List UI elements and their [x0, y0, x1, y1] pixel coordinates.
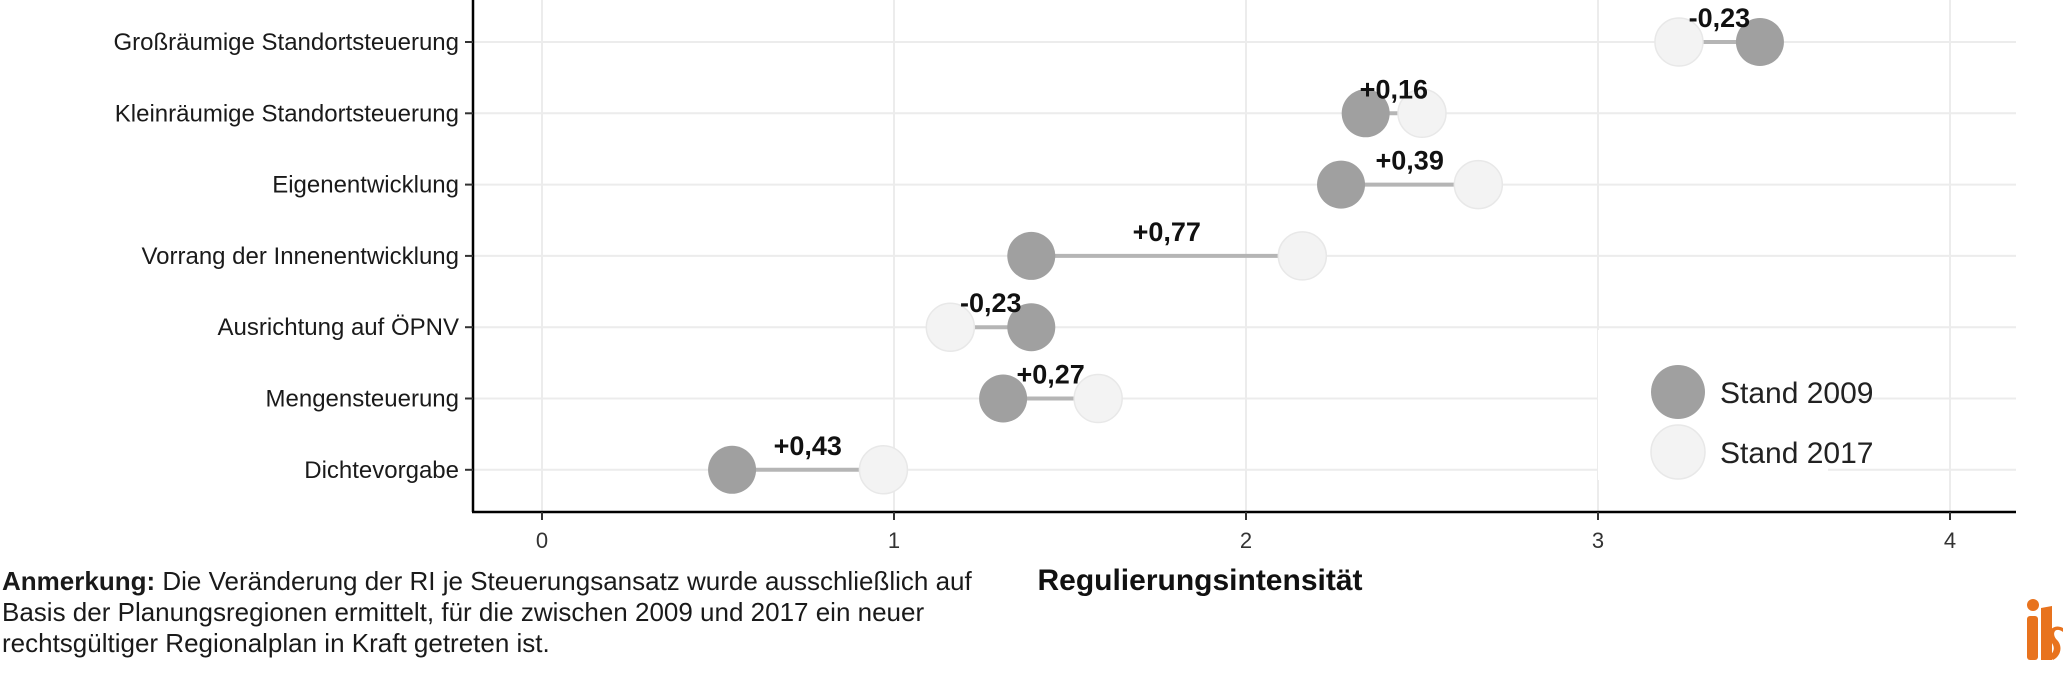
point-2017	[1073, 373, 1123, 424]
footnote: Anmerkung: Die Veränderung der RI je Ste…	[2, 566, 1022, 659]
x-tick-label: 4	[1944, 528, 1956, 553]
x-axis-title: Regulierungsintensität	[1037, 564, 1362, 597]
legend-label: Stand 2009	[1720, 377, 1873, 410]
data-points	[708, 17, 1784, 495]
point-2017	[1397, 88, 1447, 139]
category-label: Eigenentwicklung	[272, 172, 459, 199]
point-2017	[858, 445, 909, 495]
category-label: Mengensteuerung	[266, 386, 459, 413]
point-2017	[1453, 159, 1504, 210]
category-label: Dichtevorgabe	[304, 457, 459, 484]
legend-background	[1598, 330, 1828, 480]
legend-key-2009	[1651, 365, 1705, 419]
category-label: Kleinräumige Standortsteuerung	[115, 100, 459, 127]
legend: Stand 2009 Stand 2017	[1650, 365, 1873, 480]
point-2009	[708, 445, 757, 494]
point-2009	[1341, 89, 1390, 138]
change-label: -0,23	[960, 288, 1022, 318]
footnote-text: Die Veränderung der RI je Steuerungsansa…	[2, 566, 972, 658]
change-labels: -0,23 +0,16 +0,39 +0,77 -0,23 +0,27 +0,43	[774, 3, 1751, 461]
legend-key-2017	[1650, 424, 1706, 480]
change-label: +0,43	[774, 431, 842, 461]
category-label: Ausrichtung auf ÖPNV	[218, 314, 459, 341]
ils-logo	[2027, 599, 2063, 660]
x-tick-label: 0	[536, 528, 548, 553]
change-label: +0,27	[1016, 360, 1084, 390]
x-tick-label: 1	[888, 528, 900, 553]
point-2017	[925, 302, 976, 352]
point-2009	[1007, 303, 1056, 352]
change-label: -0,23	[1689, 3, 1751, 33]
category-label: Vorrang der Innenentwicklung	[141, 243, 459, 270]
point-2017	[1277, 231, 1328, 281]
x-axis-ticks: 0 1 2 3 4	[536, 512, 1956, 553]
change-label: +0,16	[1360, 74, 1428, 104]
x-tick-label: 2	[1240, 528, 1252, 553]
point-2009	[1317, 160, 1366, 209]
x-tick-label: 3	[1592, 528, 1604, 553]
change-label: +0,39	[1376, 146, 1444, 176]
point-2009	[1007, 231, 1056, 280]
category-label: Großräumige Standortsteuerung	[113, 29, 459, 56]
category-labels: Großräumige Standortsteuerung Kleinräumig…	[113, 29, 473, 484]
change-label: +0,77	[1133, 217, 1201, 247]
point-2009	[1735, 18, 1784, 66]
point-2017	[1654, 17, 1704, 67]
footnote-label: Anmerkung:	[2, 566, 156, 596]
legend-label: Stand 2017	[1720, 437, 1873, 470]
point-2009	[979, 374, 1028, 423]
